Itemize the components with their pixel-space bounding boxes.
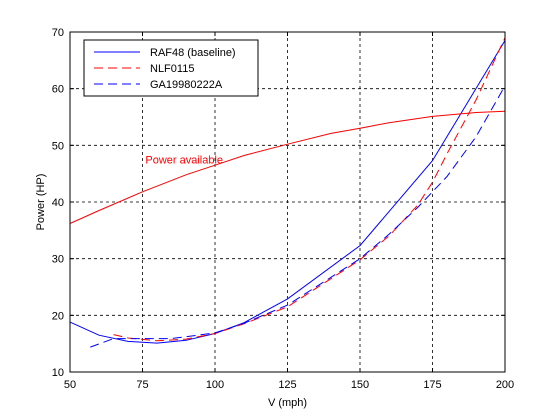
y-tick-label: 50 bbox=[52, 140, 64, 152]
y-axis-label: Power (HP) bbox=[35, 174, 47, 231]
y-tick-label: 10 bbox=[52, 367, 64, 379]
legend-entry: NLF0115 bbox=[150, 63, 194, 75]
legend: RAF48 (baseline) NLF0115 GA19980222A bbox=[83, 39, 259, 97]
grid bbox=[70, 32, 505, 372]
annotations: Power available bbox=[145, 155, 223, 167]
series-line-2 bbox=[90, 85, 506, 348]
x-tick-label: 200 bbox=[496, 379, 514, 391]
legend-entry: RAF48 (baseline) bbox=[150, 47, 236, 59]
ticks bbox=[69, 31, 506, 373]
y-tick-label: 30 bbox=[52, 254, 64, 266]
x-tick-label: 125 bbox=[278, 379, 296, 391]
series-line-3 bbox=[69, 110, 506, 224]
legend-entry: GA19980222A bbox=[150, 79, 223, 91]
series-line-1 bbox=[113, 37, 506, 342]
x-tick-label: 75 bbox=[136, 379, 148, 391]
y-tick-label: 70 bbox=[52, 27, 64, 39]
y-tick-label: 60 bbox=[52, 84, 64, 96]
annotation-label: Power available bbox=[145, 155, 223, 167]
y-tick-label: 20 bbox=[52, 310, 64, 322]
x-tick-label: 175 bbox=[423, 379, 441, 391]
x-tick-label: 100 bbox=[206, 379, 224, 391]
tick-labels: 50 75 100 125 150 175 200 10 20 30 40 50 60 70 bbox=[52, 27, 514, 391]
x-axis-label: V (mph) bbox=[268, 397, 307, 409]
x-tick-label: 150 bbox=[351, 379, 369, 391]
y-tick-label: 40 bbox=[52, 197, 64, 209]
plot-lines bbox=[69, 37, 506, 348]
x-tick-label: 50 bbox=[64, 379, 76, 391]
